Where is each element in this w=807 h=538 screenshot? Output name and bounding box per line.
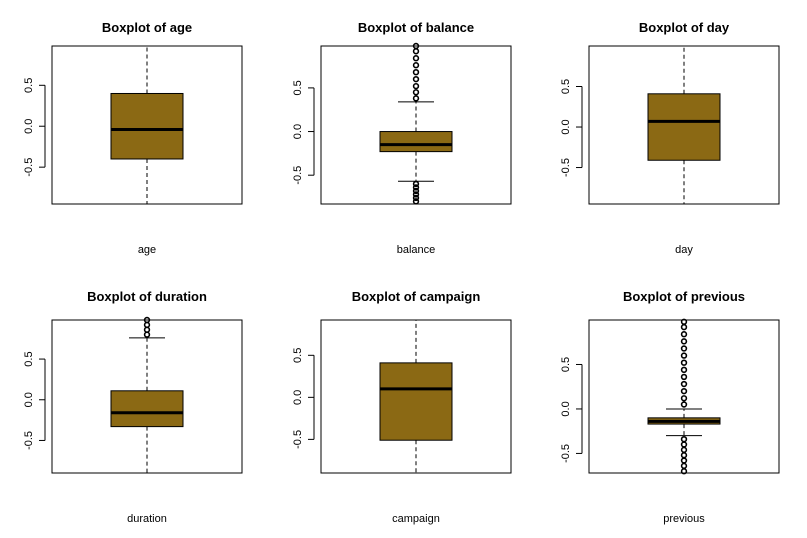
iqr-box bbox=[379, 131, 453, 153]
outlier-point bbox=[680, 345, 688, 352]
y-tick-label: 0.5 bbox=[292, 348, 304, 363]
iqr-box bbox=[110, 92, 184, 160]
y-tick-label: -0.5 bbox=[560, 158, 572, 177]
x-axis-label: day bbox=[675, 244, 693, 256]
outlier-point bbox=[412, 82, 420, 90]
outlier-point bbox=[680, 380, 688, 388]
outlier-point bbox=[412, 62, 420, 69]
outlier-point bbox=[680, 387, 688, 395]
y-tick-label: 0.5 bbox=[292, 80, 304, 95]
panel-title: Boxplot of duration bbox=[87, 289, 207, 304]
plot-frame bbox=[51, 319, 243, 474]
y-tick-label: 0.0 bbox=[23, 392, 35, 407]
x-axis-label: age bbox=[138, 244, 156, 256]
outlier-point bbox=[680, 318, 688, 325]
outlier-point bbox=[412, 68, 420, 76]
outlier-point bbox=[412, 184, 420, 191]
boxplot-panel-campaign: Boxplot of campaign campaign -0.5 0.0 0.5 bbox=[292, 289, 512, 525]
y-tick-label: -0.5 bbox=[23, 158, 35, 177]
boxplot-panel-balance: Boxplot of balance balance -0.5 0.0 0.5 bbox=[292, 20, 512, 256]
outlier-point bbox=[412, 75, 420, 83]
outlier-point bbox=[412, 194, 420, 202]
boxplot-panel-previous: Boxplot of previous previous -0.5 0.0 0.5 bbox=[560, 289, 780, 525]
panel-title: Boxplot of day bbox=[639, 20, 730, 35]
outlier-point bbox=[680, 366, 688, 374]
outlier-point bbox=[412, 191, 420, 198]
panel-title: Boxplot of age bbox=[102, 20, 192, 35]
plot-frame bbox=[51, 45, 243, 205]
plot-frame bbox=[320, 319, 512, 474]
outlier-point bbox=[680, 395, 688, 402]
y-tick-label: -0.5 bbox=[560, 444, 572, 463]
x-axis-label: campaign bbox=[392, 513, 440, 525]
y-tick-label: -0.5 bbox=[292, 430, 304, 449]
outlier-point bbox=[412, 55, 420, 62]
outlier-point bbox=[680, 373, 688, 381]
y-tick-label: 0.0 bbox=[292, 124, 304, 139]
y-tick-label: 0.0 bbox=[23, 119, 35, 134]
x-axis-label: duration bbox=[127, 513, 167, 525]
plot-frame bbox=[588, 45, 780, 205]
panel-title: Boxplot of previous bbox=[623, 289, 745, 304]
outlier-point bbox=[680, 338, 688, 345]
boxplot-panel-duration: Boxplot of duration duration -0.5 0.0 0.5 bbox=[23, 289, 243, 525]
x-axis-label: previous bbox=[663, 513, 705, 525]
y-tick-label: 0.5 bbox=[560, 79, 572, 94]
y-tick-label: -0.5 bbox=[23, 431, 35, 450]
y-tick-label: 0.0 bbox=[292, 390, 304, 405]
outlier-point bbox=[680, 468, 688, 475]
y-tick-label: -0.5 bbox=[292, 166, 304, 185]
outlier-point bbox=[680, 331, 688, 338]
panel-title: Boxplot of balance bbox=[358, 20, 474, 35]
plot-frame bbox=[320, 45, 512, 205]
outlier-point bbox=[412, 187, 420, 195]
outlier-point bbox=[412, 180, 420, 188]
y-tick-label: 0.0 bbox=[560, 119, 572, 134]
x-axis-label: balance bbox=[397, 244, 436, 256]
y-tick-label: 0.5 bbox=[560, 357, 572, 372]
y-tick-label: 0.5 bbox=[23, 78, 35, 93]
y-tick-label: 0.0 bbox=[560, 401, 572, 416]
boxplot-panel-day: Boxplot of day day -0.5 0.0 0.5 bbox=[560, 20, 780, 256]
outlier-point bbox=[680, 352, 688, 359]
outlier-point bbox=[680, 359, 688, 366]
iqr-box bbox=[110, 390, 184, 428]
plot-frame bbox=[588, 319, 780, 474]
y-tick-label: 0.5 bbox=[23, 351, 35, 366]
iqr-box bbox=[379, 362, 453, 441]
outlier-point bbox=[680, 401, 688, 408]
boxplot-panel-age: Boxplot of age age -0.5 0.0 0.5 bbox=[23, 20, 243, 256]
panel-title: Boxplot of campaign bbox=[352, 289, 481, 304]
iqr-box bbox=[647, 93, 721, 161]
outlier-point bbox=[412, 95, 420, 102]
outlier-point bbox=[412, 89, 420, 96]
